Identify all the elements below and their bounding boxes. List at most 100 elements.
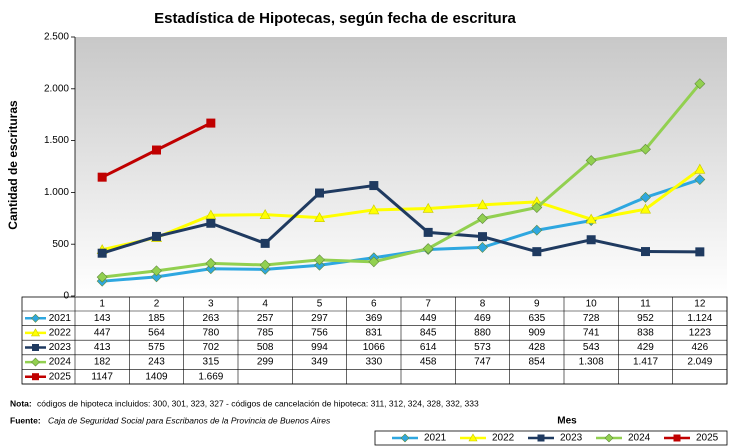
table-row-label: 2023 [49,342,72,353]
marker [477,213,488,225]
y-axis-label: Cantidad de escrituras [6,100,20,230]
marker [537,434,545,442]
table-cell: 564 [148,328,165,339]
marker [476,199,489,210]
chart-title: Estadística de Hipotecas, según fecha de… [154,10,516,27]
table-cell: 243 [148,357,165,368]
marker [641,247,650,257]
marker [586,235,596,245]
table-cell: 1.308 [579,357,604,368]
x-tick-label: 7 [425,299,431,310]
marker [32,373,39,381]
table-cell: 780 [202,328,219,339]
table-cell: 185 [148,313,165,324]
table-cell: 369 [365,313,382,324]
table-cell: 330 [365,357,382,368]
table-row-label: 2021 [49,313,72,324]
table-cell: 845 [420,328,437,339]
table-cell: 756 [311,328,328,339]
table-cell: 635 [528,313,545,324]
note-label: Nota: [10,398,32,408]
table-cell: 838 [637,328,654,339]
marker [151,265,162,277]
table-cell: 1.124 [687,313,712,324]
table-cell: 349 [311,357,328,368]
marker [477,241,488,253]
x-tick-label: 2 [154,299,160,310]
marker [532,247,542,257]
y-tick-label: 1.500 [44,135,69,146]
marker [313,212,326,222]
table-cell: 854 [528,357,545,368]
table-cell: 573 [474,342,491,353]
marker [31,313,40,323]
marker [673,434,681,442]
x-tick-label: 1 [99,299,105,310]
y-tick-label: 500 [52,239,69,250]
marker [152,145,161,155]
note: códigos de hipoteca incluidos: 300, 301,… [37,398,479,408]
marker [639,203,652,214]
marker [368,256,380,268]
plot-area [75,37,727,296]
marker [400,433,410,443]
table-cell: 543 [583,342,600,353]
marker [422,202,434,213]
table-row-label: 2024 [49,357,72,368]
table-cell: 1.417 [633,357,658,368]
marker [97,248,107,258]
legend-label: 2024 [628,433,651,444]
marker [315,188,324,198]
legend-label: 2025 [696,433,719,444]
marker [206,118,216,128]
marker [32,344,39,351]
table-cell: 469 [474,313,491,324]
table-cell: 429 [637,342,654,353]
marker [206,218,216,228]
table-cell: 1066 [363,342,386,353]
x-tick-label: 11 [640,299,651,310]
table-cell: 728 [583,313,600,324]
table-cell: 449 [420,313,437,324]
marker [423,227,433,237]
table-cell: 263 [202,313,219,324]
x-tick-label: 10 [586,299,598,310]
marker [151,271,162,283]
marker [694,78,706,90]
x-axis-label: Mes [557,416,577,427]
marker [260,238,270,248]
table-cell: 428 [528,342,545,353]
table-cell: 909 [528,328,545,339]
x-tick-label: 5 [317,299,323,310]
series-line [101,183,700,255]
legend-label: 2022 [492,433,515,444]
series-line [101,82,701,279]
x-tick-label: 8 [480,299,486,310]
marker [585,155,597,166]
marker [368,204,380,215]
y-tick-label: 2.500 [44,32,69,43]
table-cell: 614 [420,342,437,353]
marker [96,271,108,283]
table-cell: 952 [637,313,654,324]
x-tick-label: 9 [534,299,540,310]
marker [695,247,705,257]
table-row-label: 2022 [49,328,72,339]
table-cell: 257 [257,313,274,324]
marker [314,254,325,266]
table-row-label: 2025 [49,371,72,382]
y-tick-label: 1.000 [44,187,69,198]
marker [585,213,597,224]
y-tick-label: 2.000 [44,83,69,94]
marker [30,328,41,337]
marker [259,209,271,219]
x-tick-label: 6 [371,299,377,310]
x-tick-label: 3 [208,299,214,310]
table-cell: 741 [583,328,600,339]
marker [259,259,271,271]
legend-label: 2023 [560,433,583,444]
marker [422,243,434,254]
table-cell: 143 [94,313,111,324]
table-cell: 297 [311,313,328,324]
